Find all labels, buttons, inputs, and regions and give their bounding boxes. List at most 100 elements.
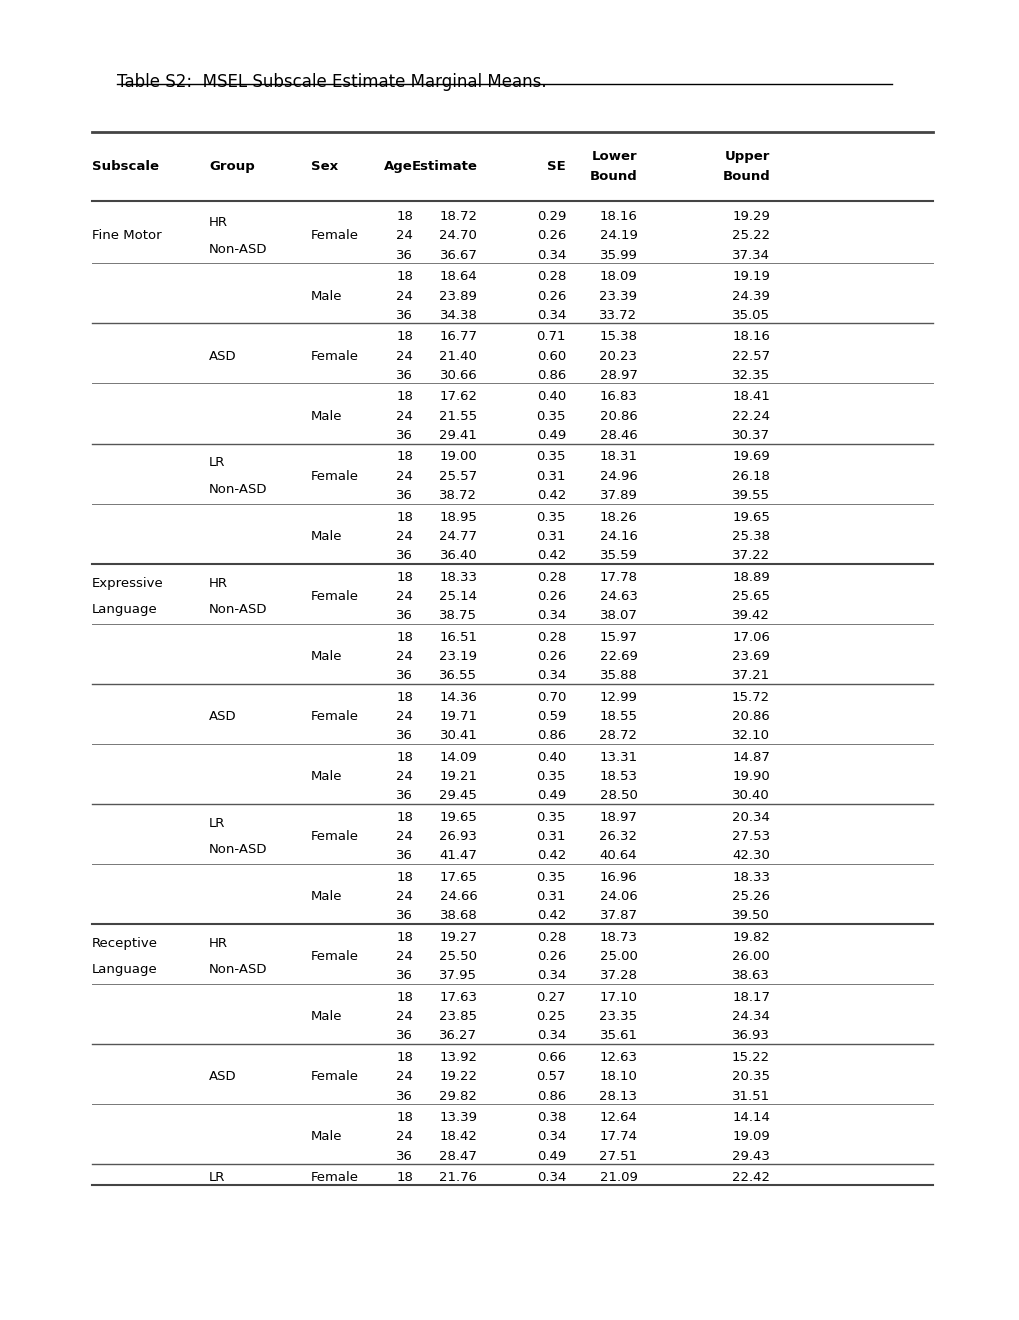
Text: Female: Female <box>311 230 359 243</box>
Text: 0.42: 0.42 <box>536 909 566 923</box>
Text: 18.73: 18.73 <box>599 931 637 944</box>
Text: 36: 36 <box>395 909 413 923</box>
Text: 12.63: 12.63 <box>599 1051 637 1064</box>
Text: 36: 36 <box>395 789 413 803</box>
Text: 36: 36 <box>395 609 413 622</box>
Text: 18: 18 <box>395 330 413 343</box>
Text: Sex: Sex <box>311 160 338 173</box>
Text: 41.47: 41.47 <box>439 849 477 862</box>
Text: 36: 36 <box>395 969 413 982</box>
Text: 18: 18 <box>395 810 413 824</box>
Text: 0.31: 0.31 <box>536 470 566 483</box>
Text: 18.41: 18.41 <box>732 391 769 404</box>
Text: 0.49: 0.49 <box>536 789 566 803</box>
Text: HR: HR <box>209 937 228 950</box>
Text: 36: 36 <box>395 729 413 742</box>
Text: 22.57: 22.57 <box>732 350 769 363</box>
Text: Group: Group <box>209 160 255 173</box>
Text: 38.07: 38.07 <box>599 609 637 622</box>
Text: 0.34: 0.34 <box>536 248 566 261</box>
Text: 28.47: 28.47 <box>439 1150 477 1163</box>
Text: 0.28: 0.28 <box>536 271 566 284</box>
Text: 32.35: 32.35 <box>732 368 769 381</box>
Text: Female: Female <box>311 950 359 964</box>
Text: 0.35: 0.35 <box>536 770 566 783</box>
Text: 0.26: 0.26 <box>536 289 566 302</box>
Text: 18.33: 18.33 <box>732 871 769 884</box>
Text: 18: 18 <box>395 511 413 524</box>
Text: 0.42: 0.42 <box>536 849 566 862</box>
Text: LR: LR <box>209 1171 225 1184</box>
Text: 0.34: 0.34 <box>536 969 566 982</box>
Text: 18.26: 18.26 <box>599 511 637 524</box>
Text: 30.40: 30.40 <box>732 789 769 803</box>
Text: 24: 24 <box>395 230 413 243</box>
Text: 25.50: 25.50 <box>439 950 477 964</box>
Text: ASD: ASD <box>209 1071 236 1084</box>
Text: 28.72: 28.72 <box>599 729 637 742</box>
Text: 20.23: 20.23 <box>599 350 637 363</box>
Text: 18.89: 18.89 <box>732 570 769 583</box>
Text: 26.18: 26.18 <box>732 470 769 483</box>
Text: 39.42: 39.42 <box>732 609 769 622</box>
Text: 18: 18 <box>395 751 413 764</box>
Text: 20.86: 20.86 <box>732 710 769 723</box>
Text: 36: 36 <box>395 1150 413 1163</box>
Text: 36: 36 <box>395 248 413 261</box>
Text: Male: Male <box>311 770 342 783</box>
Text: 15.97: 15.97 <box>599 631 637 644</box>
Text: 18.95: 18.95 <box>439 511 477 524</box>
Text: 23.69: 23.69 <box>732 649 769 663</box>
Text: 0.31: 0.31 <box>536 830 566 843</box>
Text: 18.17: 18.17 <box>732 991 769 1005</box>
Text: 38.72: 38.72 <box>439 488 477 502</box>
Text: 0.86: 0.86 <box>536 1089 566 1102</box>
Text: 18: 18 <box>395 871 413 884</box>
Text: 36.40: 36.40 <box>439 549 477 562</box>
Text: 18.33: 18.33 <box>439 570 477 583</box>
Text: 20.34: 20.34 <box>732 810 769 824</box>
Text: 23.35: 23.35 <box>599 1010 637 1023</box>
Text: Expressive: Expressive <box>92 577 163 590</box>
Text: 24.19: 24.19 <box>599 230 637 243</box>
Text: 14.14: 14.14 <box>732 1111 769 1125</box>
Text: 18: 18 <box>395 931 413 944</box>
Text: 24: 24 <box>395 830 413 843</box>
Text: 0.59: 0.59 <box>536 710 566 723</box>
Text: 38.63: 38.63 <box>732 969 769 982</box>
Text: 39.50: 39.50 <box>732 909 769 923</box>
Text: 24: 24 <box>395 950 413 964</box>
Text: 30.66: 30.66 <box>439 368 477 381</box>
Text: 14.09: 14.09 <box>439 751 477 764</box>
Text: 18.55: 18.55 <box>599 710 637 723</box>
Text: 36: 36 <box>395 669 413 682</box>
Text: Male: Male <box>311 1130 342 1143</box>
Text: 19.71: 19.71 <box>439 710 477 723</box>
Text: 19.29: 19.29 <box>732 210 769 223</box>
Text: 24: 24 <box>395 1071 413 1084</box>
Text: 0.34: 0.34 <box>536 309 566 322</box>
Text: 25.38: 25.38 <box>732 529 769 543</box>
Text: 0.28: 0.28 <box>536 931 566 944</box>
Text: 18.16: 18.16 <box>599 210 637 223</box>
Text: 29.41: 29.41 <box>439 429 477 442</box>
Text: 18.53: 18.53 <box>599 770 637 783</box>
Text: 22.69: 22.69 <box>599 649 637 663</box>
Text: 18.72: 18.72 <box>439 210 477 223</box>
Text: Female: Female <box>311 590 359 603</box>
Text: 37.28: 37.28 <box>599 969 637 982</box>
Text: 36.55: 36.55 <box>439 669 477 682</box>
Text: 18.31: 18.31 <box>599 450 637 463</box>
Text: Female: Female <box>311 470 359 483</box>
Text: 0.31: 0.31 <box>536 529 566 543</box>
Text: 0.31: 0.31 <box>536 890 566 903</box>
Text: 16.83: 16.83 <box>599 391 637 404</box>
Text: 26.32: 26.32 <box>599 830 637 843</box>
Text: 17.63: 17.63 <box>439 991 477 1005</box>
Text: 21.76: 21.76 <box>439 1171 477 1184</box>
Text: 19.22: 19.22 <box>439 1071 477 1084</box>
Text: 24.06: 24.06 <box>599 890 637 903</box>
Text: 32.10: 32.10 <box>732 729 769 742</box>
Text: 24: 24 <box>395 470 413 483</box>
Text: 29.45: 29.45 <box>439 789 477 803</box>
